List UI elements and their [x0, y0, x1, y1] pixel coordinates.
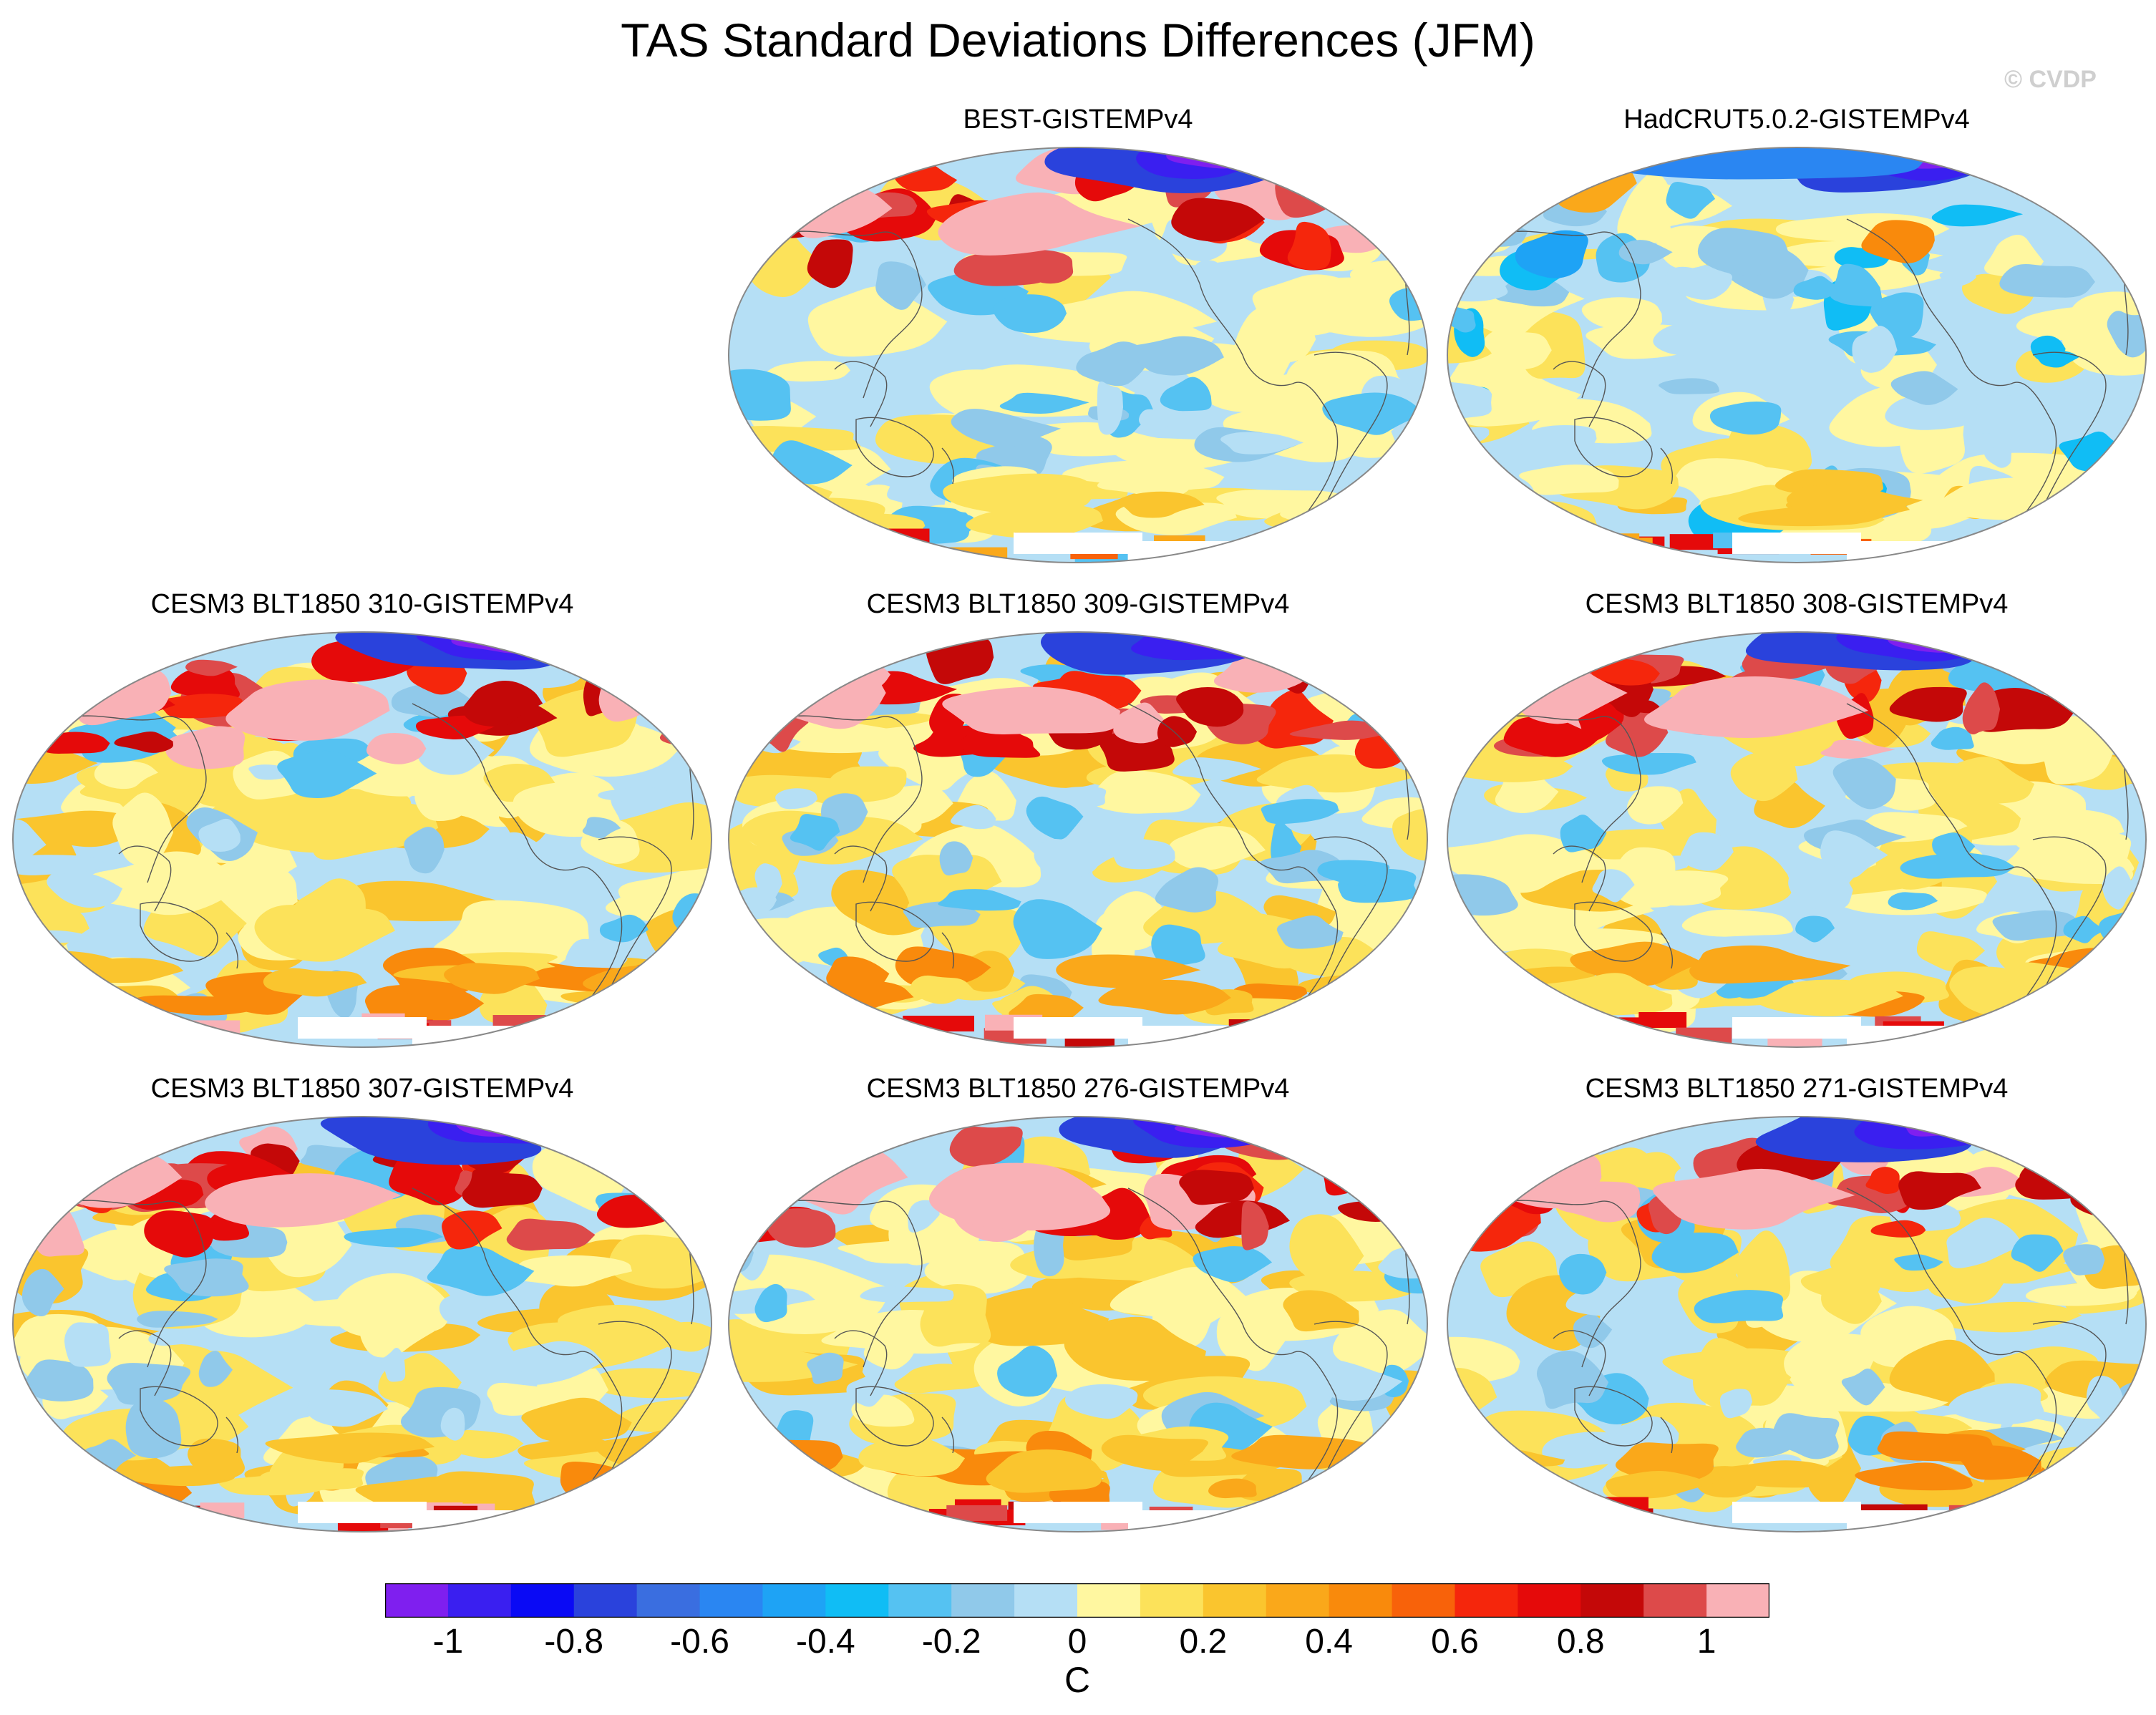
panel-title-7: CESM3 BLT1850 276-GISTEMPv4: [866, 1074, 1290, 1104]
map-panel-5: [1447, 631, 2147, 1048]
panel-title-4: CESM3 BLT1850 309-GISTEMPv4: [866, 589, 1290, 619]
colorbar-box: [1203, 1583, 1267, 1618]
colorbar-box: [1014, 1583, 1078, 1618]
colorbar-box: [1706, 1583, 1769, 1618]
panel-title-5: CESM3 BLT1850 308-GISTEMPv4: [1585, 589, 2009, 619]
colorbar-tick-label: 0.4: [1305, 1623, 1353, 1661]
panel-title-6: CESM3 BLT1850 307-GISTEMPv4: [150, 1074, 574, 1104]
colorbar-tick-label: 0.8: [1556, 1623, 1605, 1661]
panel-title-2: HadCRUT5.0.2-GISTEMPv4: [1623, 105, 1970, 135]
colorbar-tick-label: -1: [432, 1623, 464, 1661]
panel-title-3: CESM3 BLT1850 310-GISTEMPv4: [150, 589, 574, 619]
map-panel-2: [1447, 147, 2147, 563]
main-title: TAS Standard Deviations Differences (JFM…: [621, 14, 1535, 67]
colorbar-box: [1329, 1583, 1393, 1618]
colorbar-box: [1392, 1583, 1455, 1618]
colorbar-tick-label: 0.2: [1179, 1623, 1228, 1661]
colorbar-box: [447, 1583, 512, 1618]
colorbar-box: [1580, 1583, 1644, 1618]
colorbar-box: [573, 1583, 638, 1618]
colorbar-box: [888, 1583, 952, 1618]
colorbar-box: [1518, 1583, 1581, 1618]
colorbar-tick-label: -0.8: [544, 1623, 604, 1661]
map-panel-4: [728, 631, 1428, 1048]
map-panel-8: [1447, 1116, 2147, 1532]
map-panel-3: [12, 631, 712, 1048]
colorbar-units: C: [1064, 1660, 1091, 1700]
colorbar-box: [1140, 1583, 1204, 1618]
colorbar-tick-label: -0.2: [921, 1623, 981, 1661]
colorbar-box: [762, 1583, 826, 1618]
colorbar-box: [636, 1583, 701, 1618]
colorbar-tick-label: 0: [1067, 1623, 1087, 1661]
colorbar-box: [1077, 1583, 1141, 1618]
colorbar-box: [385, 1583, 449, 1618]
map-panel-6: [12, 1116, 712, 1532]
colorbar-tick-label: -0.6: [670, 1623, 729, 1661]
colorbar-box: [825, 1583, 889, 1618]
map-panel-7: [728, 1116, 1428, 1532]
colorbar-box: [1455, 1583, 1518, 1618]
colorbar-box: [510, 1583, 575, 1618]
colorbar-tick-label: 0.6: [1431, 1623, 1479, 1661]
colorbar-box: [1643, 1583, 1707, 1618]
colorbar-box: [1266, 1583, 1330, 1618]
colorbar: [385, 1583, 1769, 1618]
colorbar-tick-label: 1: [1696, 1623, 1716, 1661]
map-panel-1: [728, 147, 1428, 563]
watermark: © CVDP: [2004, 66, 2097, 93]
panel-title-1: BEST-GISTEMPv4: [963, 105, 1193, 135]
colorbar-box: [951, 1583, 1015, 1618]
panel-title-8: CESM3 BLT1850 271-GISTEMPv4: [1585, 1074, 2009, 1104]
colorbar-tick-label: -0.4: [796, 1623, 855, 1661]
colorbar-box: [699, 1583, 763, 1618]
